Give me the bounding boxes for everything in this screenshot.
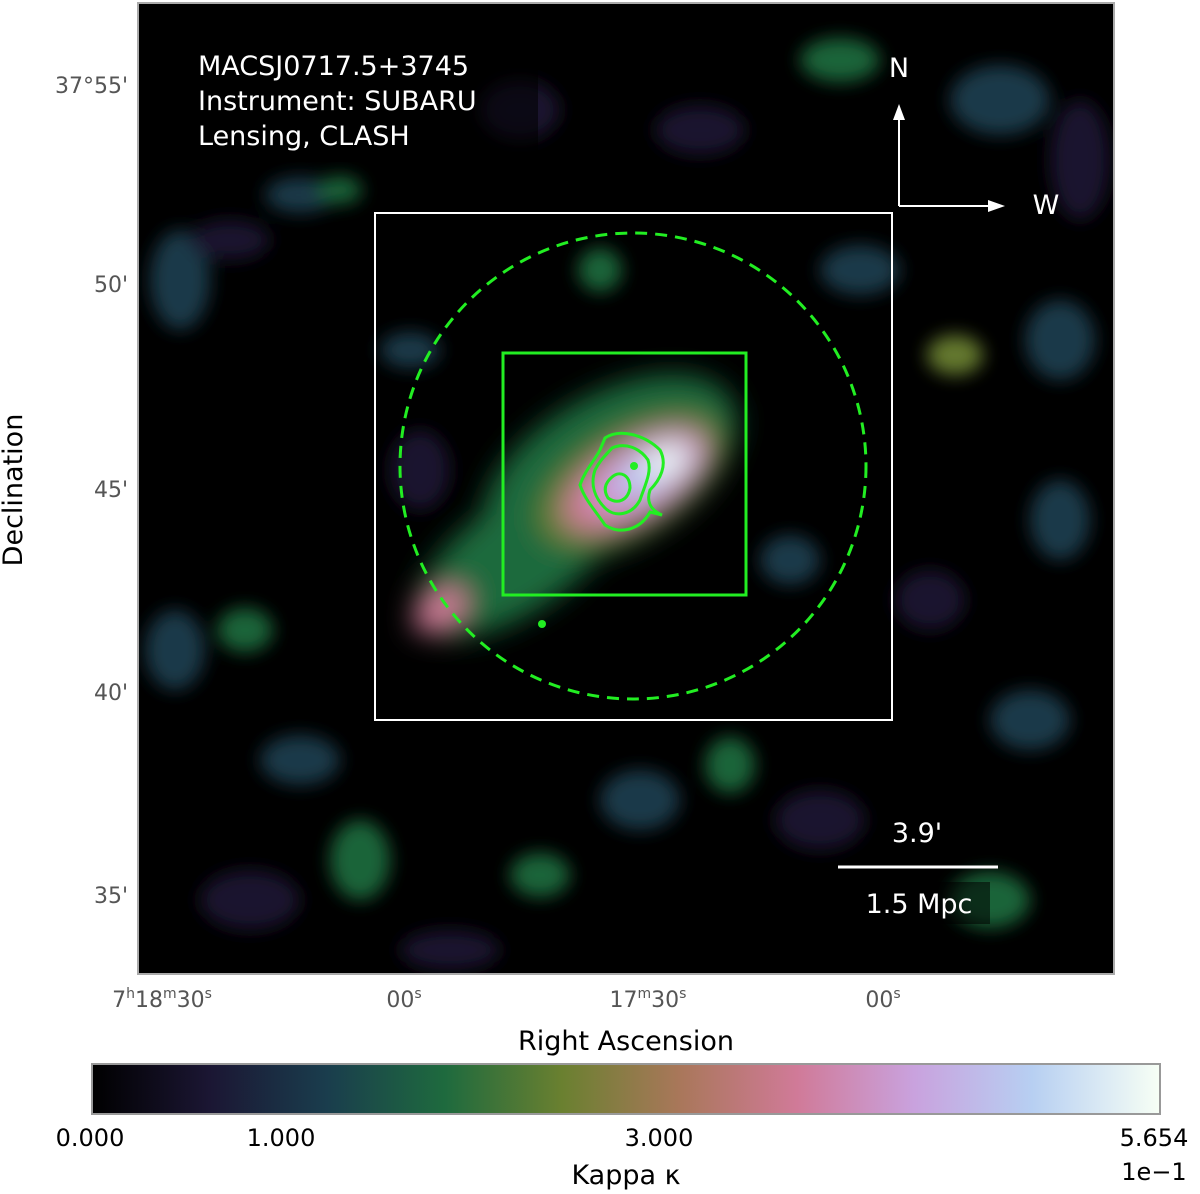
inner-green-box xyxy=(501,351,748,597)
colorbar-tick-label: 0.000 xyxy=(56,1124,125,1152)
colorbar xyxy=(91,1063,1161,1115)
colorbar-exponent: 1e−1 xyxy=(1121,1158,1186,1186)
x-axis-label: Right Ascension xyxy=(518,1026,734,1057)
xray-contours xyxy=(578,431,665,532)
r200-dashed-circle xyxy=(398,231,868,701)
colorbar-ticks: 0.000 1.000 3.000 5.654 xyxy=(56,1124,1189,1152)
outer-white-box xyxy=(374,212,893,721)
dataset-line: Lensing, CLASH xyxy=(198,121,410,152)
x-tick-label: 00s xyxy=(386,986,421,1013)
colorbar-tick-label: 3.000 xyxy=(625,1124,694,1152)
map-image xyxy=(138,3,1114,974)
north-label: N xyxy=(889,53,909,84)
compass: N W xyxy=(889,53,1059,221)
y-tick-label: 40' xyxy=(94,681,128,706)
x-axis-ticks: 7h18m30s 00s 17m30s 00s xyxy=(112,986,901,1013)
kappa-noise-field xyxy=(145,38,1110,970)
contour-peak-dot xyxy=(630,462,638,470)
x-tick-label: 17m30s xyxy=(610,986,687,1013)
west-arrow-icon xyxy=(988,200,1005,212)
map-frame xyxy=(137,2,1115,975)
scale-bar: 3.9' 1.5 Mpc xyxy=(838,808,998,924)
bcg-marker-dot xyxy=(538,620,546,628)
colorbar-tick-label: 1.000 xyxy=(247,1124,316,1152)
x-tick-label: 00s xyxy=(865,986,900,1013)
y-tick-label: 45' xyxy=(94,478,128,503)
scale-bar-angular: 3.9' xyxy=(892,818,942,849)
y-axis-ticks: 37°55' 50' 45' 40' 35' xyxy=(55,74,128,909)
colorbar-tick-label: 5.654 xyxy=(1120,1124,1189,1152)
instrument-line: Instrument: SUBARU xyxy=(198,86,477,117)
cluster-name: MACSJ0717.5+3745 xyxy=(198,51,469,82)
y-tick-label: 37°55' xyxy=(55,74,128,99)
y-axis-label: Declination xyxy=(0,414,29,567)
x-tick-label: 7h18m30s xyxy=(112,986,212,1013)
y-tick-label: 35' xyxy=(94,884,128,909)
y-tick-label: 50' xyxy=(94,273,128,298)
colorbar-label: Kappa κ xyxy=(571,1160,680,1191)
scale-bar-physical: 1.5 Mpc xyxy=(866,889,973,920)
north-arrow-icon xyxy=(893,104,905,120)
west-label: W xyxy=(1033,190,1060,221)
info-text-background xyxy=(193,42,538,162)
